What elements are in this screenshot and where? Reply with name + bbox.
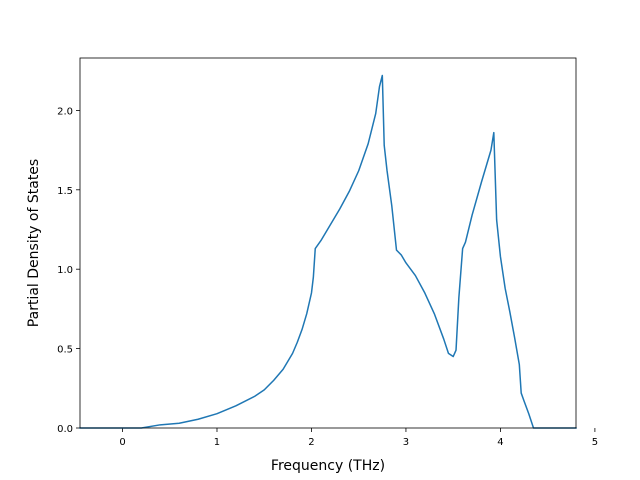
plot-frame	[79, 57, 577, 429]
x-tick-label: 1	[214, 437, 220, 448]
x-tick-label: 2	[308, 437, 314, 448]
y-axis-label: Partial Density of States	[26, 159, 42, 327]
y-tick-label: 0.0	[57, 424, 73, 435]
x-tick-label: 3	[403, 437, 409, 448]
series-line	[79, 74, 577, 429]
y-tick-label: 2.0	[57, 106, 73, 117]
plot-background	[80, 58, 576, 428]
x-axis-label: Frequency (THz)	[271, 458, 385, 474]
x-ticks: 0 1 2 3 4 5	[119, 428, 598, 448]
x-tick-label: 0	[119, 437, 125, 448]
x-tick-label: 5	[592, 437, 598, 448]
x-tick-label: 4	[497, 437, 503, 448]
y-tick-label: 1.0	[57, 265, 73, 276]
y-ticks: 0.0 0.5 1.0 1.5 2.0	[57, 106, 80, 435]
y-tick-label: 1.5	[57, 186, 73, 197]
y-tick-label: 0.5	[57, 345, 73, 356]
